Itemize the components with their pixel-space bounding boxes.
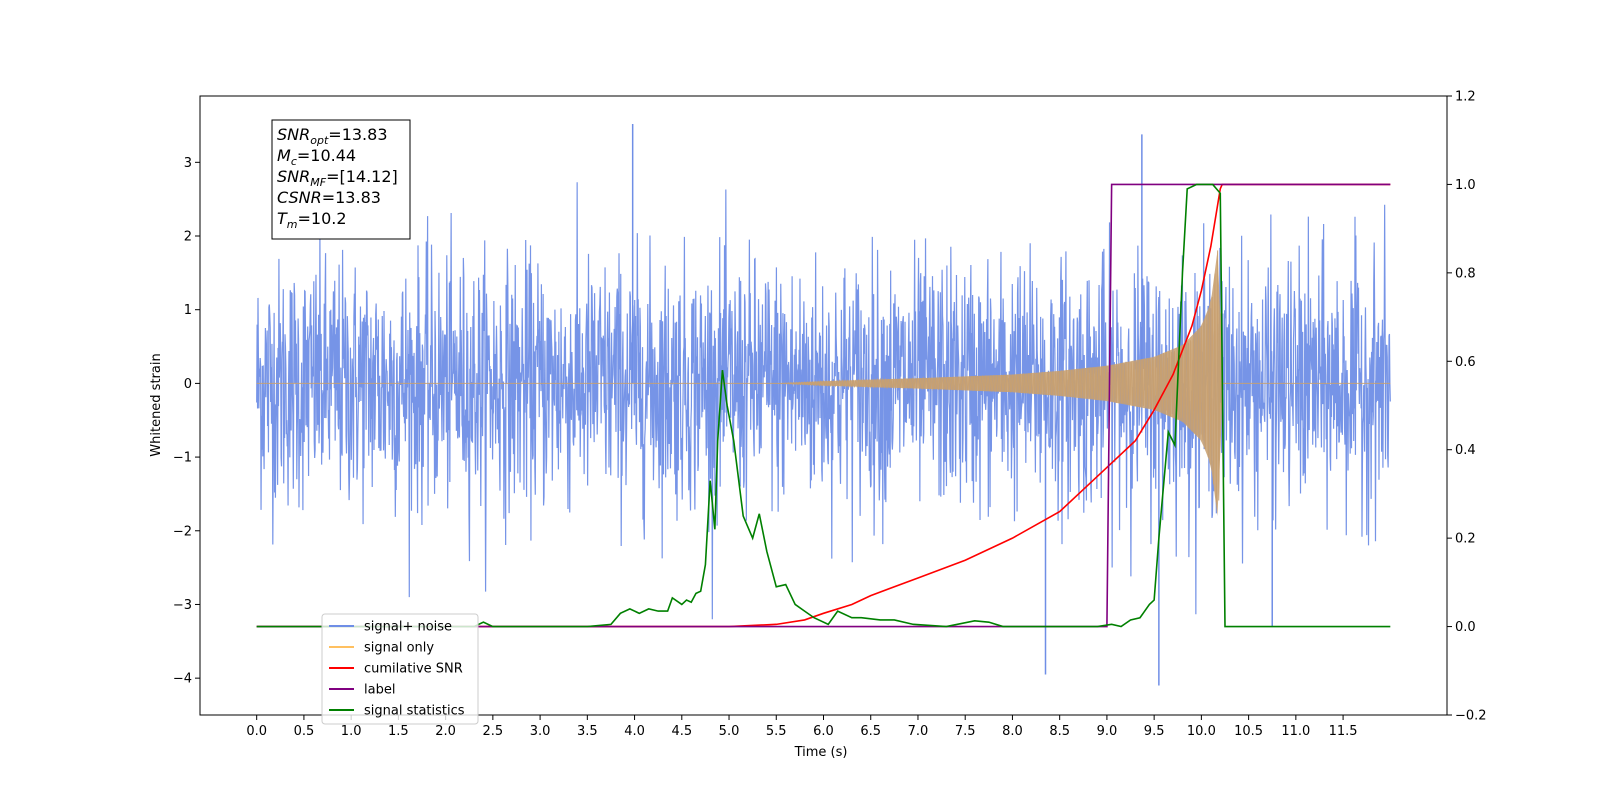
y-left-tick-label: −4 xyxy=(173,672,192,687)
x-tick-label: 1.0 xyxy=(341,724,362,739)
info-line: SNRMF=[14.12] xyxy=(277,167,398,189)
info-box: SNRopt=13.83Mc=10.44SNRMF=[14.12]CSNR=13… xyxy=(271,119,411,240)
x-tick-label: 3.5 xyxy=(577,724,598,739)
x-tick-label: 10.0 xyxy=(1187,724,1216,739)
y-axis-label: Whitened strain xyxy=(149,353,164,456)
x-tick-label: 9.5 xyxy=(1144,724,1165,739)
y-right-tick-label: 1.0 xyxy=(1455,178,1476,193)
info-line: CSNR=13.83 xyxy=(277,188,381,207)
y-right-tick-label: −0.2 xyxy=(1455,709,1487,724)
x-tick-label: 2.5 xyxy=(483,724,504,739)
line-label xyxy=(256,183,1391,628)
y-left-tick-label: 3 xyxy=(184,156,192,171)
y-right-tick-label: 0.2 xyxy=(1455,532,1476,547)
legend-label: label xyxy=(364,683,395,698)
series-cumilative-snr xyxy=(256,183,1391,628)
y-left-tick-label: 1 xyxy=(184,303,192,318)
x-tick-label: 10.5 xyxy=(1234,724,1263,739)
x-tick-label: 5.0 xyxy=(719,724,740,739)
x-tick-label: 0.0 xyxy=(246,724,267,739)
x-tick-label: 0.5 xyxy=(294,724,315,739)
y-right-tick-label: 0.8 xyxy=(1455,266,1476,281)
x-tick-label: 4.5 xyxy=(671,724,692,739)
x-tick-label: 6.0 xyxy=(813,724,834,739)
x-tick-label: 11.0 xyxy=(1281,724,1310,739)
series-signal-only xyxy=(256,250,1391,517)
chirp-envelope xyxy=(256,250,1391,517)
legend: signal+ noise signal only cumilative SNR la… xyxy=(321,613,479,725)
x-tick-label: 4.0 xyxy=(624,724,645,739)
legend-label: signal statistics xyxy=(364,704,465,719)
x-tick-label: 6.5 xyxy=(860,724,881,739)
x-tick-label: 8.5 xyxy=(1049,724,1070,739)
y-left-tick-label: −1 xyxy=(173,451,192,466)
legend-label: signal only xyxy=(364,641,434,656)
x-tick-label: 7.0 xyxy=(908,724,929,739)
series-signal-statistics xyxy=(256,183,1391,628)
line-signal-statistics xyxy=(256,183,1391,628)
info-line: Tm=10.2 xyxy=(277,209,347,231)
x-tick-label: 1.5 xyxy=(388,724,409,739)
line-cumilative-snr xyxy=(256,183,1391,628)
info-box-frame xyxy=(271,119,411,240)
series-label xyxy=(256,183,1391,628)
info-line: Mc=10.44 xyxy=(277,146,356,168)
x-tick-label: 9.0 xyxy=(1097,724,1118,739)
legend-frame xyxy=(321,613,479,725)
y-right-tick-label: 1.2 xyxy=(1455,90,1476,105)
x-tick-label: 7.5 xyxy=(955,724,976,739)
y-right-tick-label: 0.6 xyxy=(1455,355,1476,370)
info-line: SNRopt=13.83 xyxy=(277,125,388,147)
legend-label: signal+ noise xyxy=(364,620,452,635)
x-tick-label: 11.5 xyxy=(1329,724,1358,739)
x-tick-label: 2.0 xyxy=(435,724,456,739)
y-left-tick-label: −3 xyxy=(173,598,192,613)
legend-label: cumilative SNR xyxy=(364,662,463,677)
plot-layers xyxy=(256,124,1391,686)
y-right-tick-label: 0.0 xyxy=(1455,620,1476,635)
x-axis-label: Time (s) xyxy=(794,745,848,760)
x-tick-label: 8.0 xyxy=(1002,724,1023,739)
axes: 0.0 0.5 1.0 1.5 2.0 2.5 3.0 3.5 4.0 4.5 5.0 5.5 6.0 6… xyxy=(173,90,1487,740)
x-tick-label: 3.0 xyxy=(530,724,551,739)
y-left-tick-label: 0 xyxy=(184,377,192,392)
y-right-tick-label: 0.4 xyxy=(1455,443,1476,458)
y-left-tick-label: −2 xyxy=(173,524,192,539)
x-tick-label: 5.5 xyxy=(766,724,787,739)
y-left-tick-label: 2 xyxy=(184,230,192,245)
